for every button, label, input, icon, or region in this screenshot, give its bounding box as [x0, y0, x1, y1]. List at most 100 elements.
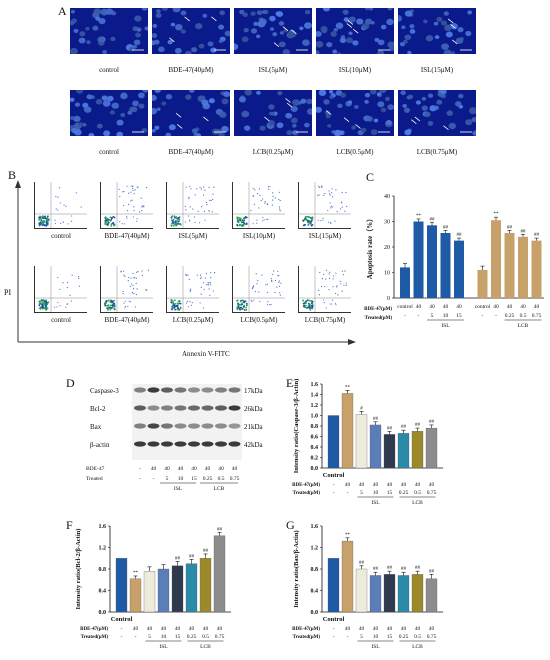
treated-value: -: [404, 313, 406, 319]
flow-plot: [34, 182, 87, 229]
panel-label-f: F: [66, 518, 73, 532]
treated-value: 10: [178, 476, 184, 482]
micrograph-label: ISL(5μM): [258, 66, 288, 74]
bde-value: 40: [359, 626, 365, 632]
flow-plot-label: LCB(0.5μM): [240, 316, 278, 324]
band-size: 17kDa: [244, 387, 263, 395]
flow-plot: [100, 182, 153, 229]
significance-mark: ##: [217, 527, 223, 532]
y-axis-label: Intensity ratio(Bax/β-Actin): [293, 530, 300, 607]
panel-label-d: D: [66, 376, 75, 390]
bar: [440, 232, 451, 298]
treated-value: 0.5: [414, 490, 421, 496]
significance-mark: ##: [373, 567, 379, 572]
bde-value: 40: [205, 466, 211, 472]
micrograph-image: [316, 8, 394, 54]
y-tick-label: 0.0: [311, 466, 319, 472]
bar: [185, 563, 198, 613]
bde-value: 40: [217, 626, 223, 632]
bde-value: 40: [164, 466, 170, 472]
micrograph-image: [234, 90, 312, 136]
bde-value: 40: [415, 482, 421, 488]
flow-plot-label: ISL(15μM): [308, 232, 342, 240]
bde-value: 40: [191, 466, 197, 472]
group-label: LCB: [518, 323, 529, 329]
bde-value: 40: [401, 482, 407, 488]
bar: [369, 424, 382, 469]
bde-row-label: BDE-47: [86, 466, 105, 472]
significance-mark: ##: [189, 554, 195, 559]
control-label: Control: [323, 616, 345, 623]
treated-value: -: [333, 490, 335, 496]
bar: [397, 433, 410, 469]
treated-row-label: Treated(μM): [81, 635, 109, 640]
treated-value: 0.5: [414, 634, 421, 640]
bar: [425, 427, 438, 469]
treated-value: 0.75: [532, 313, 542, 319]
bar: [115, 558, 128, 613]
treated-value: 10: [161, 634, 167, 640]
flow-plot: [232, 266, 285, 313]
treated-value: 0.5: [202, 634, 209, 640]
y-axis-label: Apoptosis rate（%）: [366, 215, 374, 279]
y-tick-label: 0.8: [311, 567, 319, 573]
treated-value: 15: [175, 634, 181, 640]
group-label: ISL: [441, 323, 450, 329]
flow-plot-label: ISL(5μM): [178, 232, 208, 240]
treated-value: -: [153, 476, 155, 482]
y-tick-label: 1.0: [311, 414, 319, 420]
bde-value: 40: [456, 304, 462, 310]
y-tick-label: 0.4: [311, 589, 319, 595]
flow-plot: [166, 266, 219, 313]
bde-value: 40: [493, 304, 499, 310]
bde-value: 40: [133, 626, 139, 632]
significance-mark: **: [345, 533, 351, 538]
treated-value: 0.75: [215, 634, 225, 640]
group-label: LCB: [214, 486, 225, 492]
bde-value: 40: [373, 626, 379, 632]
treated-value: -: [139, 476, 141, 482]
chart-g-bax: 0.0 0.4 0.8 1.2 1.6 Intensity ratio(Bax/β-Act…: [292, 524, 443, 650]
control-label: Control: [111, 616, 133, 623]
blot-image: [132, 384, 242, 460]
group-label: ISL: [159, 644, 168, 650]
bar: [383, 434, 396, 469]
band-size: 21kDa: [244, 423, 263, 431]
bar: [491, 220, 501, 298]
bar: [531, 240, 542, 298]
significance-mark: ##: [175, 556, 181, 561]
group-label: LCB: [412, 644, 423, 650]
bar: [213, 535, 226, 613]
treated-value: 0.25: [399, 634, 409, 640]
bde-value: control: [475, 304, 491, 310]
bar: [341, 393, 354, 469]
flow-plot-label: control: [51, 232, 71, 240]
treated-value: 5: [431, 313, 434, 319]
flow-plot: [298, 182, 351, 229]
panel-label-e: E: [286, 376, 294, 390]
y-tick-label: 30: [384, 220, 390, 226]
significance-mark: **: [494, 212, 500, 217]
bde-value: -: [121, 626, 123, 632]
treated-value: 5: [148, 634, 151, 640]
bde-value: 40: [161, 626, 167, 632]
treated-value: 0.5: [520, 313, 527, 319]
flow-plot-label: LCB(0.25μM): [172, 316, 214, 324]
y-tick-label: 0.0: [99, 610, 107, 616]
y-tick-label: 1.6: [99, 524, 107, 530]
treated-value: 10: [373, 490, 379, 496]
treated-value: 15: [191, 476, 197, 482]
micrograph-image: [398, 90, 476, 136]
micrograph-label: control: [99, 66, 119, 74]
bde-row-label: BDE-47(μM): [364, 307, 392, 312]
bde-value: -: [333, 626, 335, 632]
panel-label-a: A: [58, 4, 67, 18]
significance-mark: **: [133, 571, 139, 576]
panel-label-b: B: [8, 168, 17, 182]
treated-value: -: [333, 634, 335, 640]
bde-value: 40: [345, 482, 351, 488]
bar: [355, 414, 368, 469]
bar: [171, 565, 184, 613]
bar: [355, 568, 368, 613]
flow-plot-label: control: [51, 316, 71, 324]
